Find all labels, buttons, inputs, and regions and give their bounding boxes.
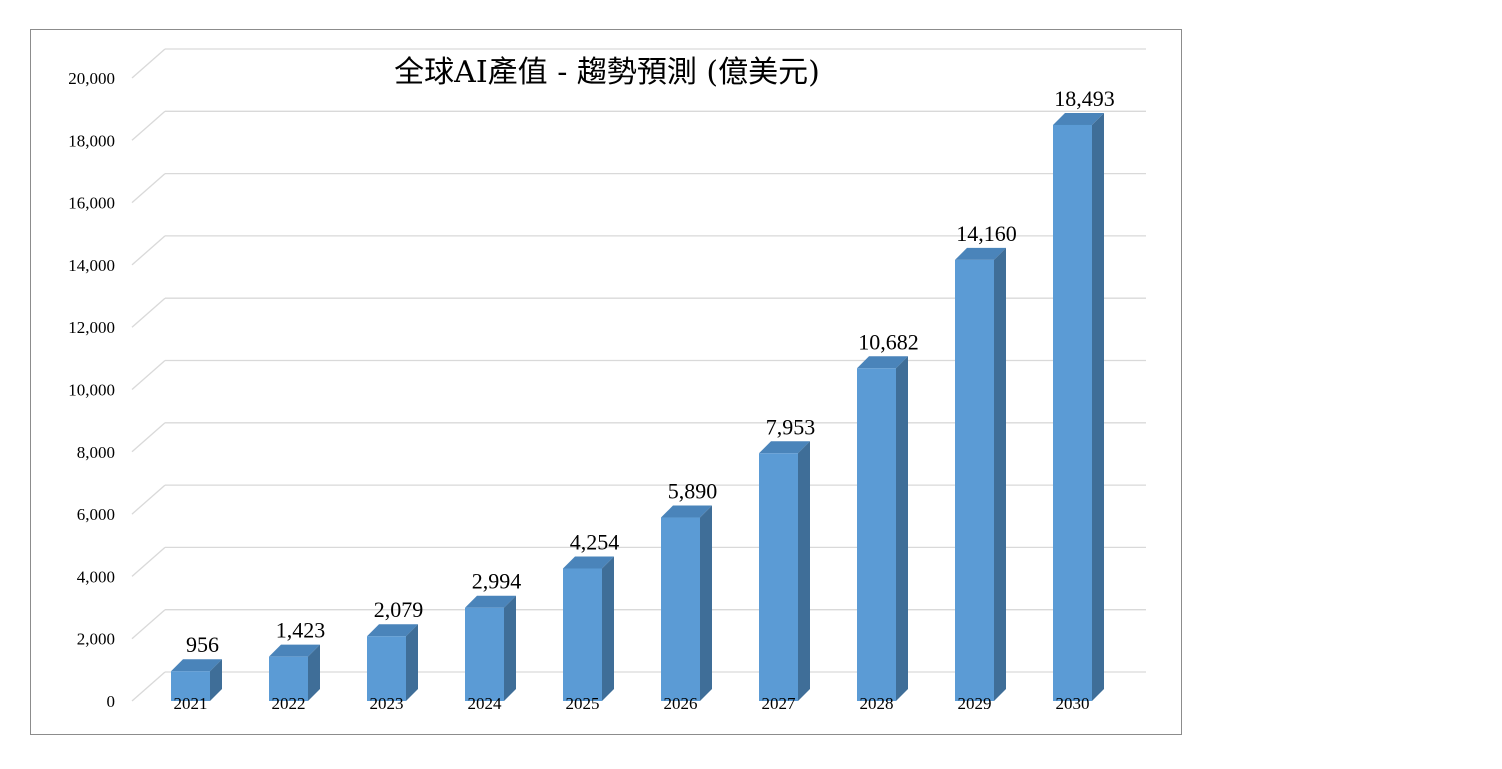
bar — [857, 356, 908, 701]
bar-top — [465, 595, 516, 608]
gridline-depth — [131, 173, 166, 204]
y-tick-label: 0 — [107, 692, 116, 711]
bar — [955, 247, 1006, 701]
gridline-depth — [131, 484, 166, 515]
bar — [563, 556, 614, 701]
bar-front — [955, 259, 994, 701]
data-label: 18,493 — [1054, 86, 1115, 111]
bar-side — [602, 556, 614, 701]
data-label: 7,953 — [766, 414, 816, 439]
x-tick-label: 2027 — [762, 694, 797, 713]
bar-top — [1053, 112, 1104, 125]
bar-side — [896, 356, 908, 701]
y-tick-label: 4,000 — [77, 567, 115, 586]
y-tick-label: 16,000 — [68, 194, 115, 213]
x-tick-label: 2025 — [566, 694, 600, 713]
bar-top — [367, 624, 418, 637]
y-tick-label: 18,000 — [68, 131, 115, 150]
bar-side — [798, 441, 810, 701]
bar — [1053, 112, 1104, 701]
bar-top — [563, 556, 614, 569]
gridline-depth — [131, 422, 166, 453]
gridline-depth — [131, 297, 166, 328]
data-label: 2,079 — [374, 597, 424, 622]
gridline-depth — [131, 235, 166, 266]
x-tick-label: 2021 — [174, 694, 208, 713]
bar-top — [857, 356, 908, 369]
bar-front — [269, 656, 308, 701]
bar — [367, 624, 418, 701]
bar-top — [661, 505, 712, 518]
x-tick-label: 2030 — [1056, 694, 1090, 713]
y-tick-label: 10,000 — [68, 381, 115, 400]
data-label: 14,160 — [956, 221, 1017, 246]
bar-side — [406, 624, 418, 701]
bars — [171, 112, 1104, 701]
bar-front — [857, 368, 896, 701]
bar-front — [1053, 124, 1092, 701]
y-tick-label: 6,000 — [77, 505, 115, 524]
bar-front — [465, 607, 504, 701]
bar-front — [563, 568, 602, 701]
x-tick-label: 2029 — [958, 694, 992, 713]
gridline-depth — [131, 48, 166, 79]
bar-front — [759, 453, 798, 701]
y-tick-label: 8,000 — [77, 443, 115, 462]
y-tick-label: 12,000 — [68, 318, 115, 337]
bar-top — [269, 644, 320, 657]
y-tick-label: 20,000 — [68, 69, 115, 88]
bar — [661, 505, 712, 701]
bar — [171, 659, 222, 701]
bar-front — [367, 636, 406, 701]
bar — [269, 644, 320, 701]
bar-top — [955, 247, 1006, 260]
bar-side — [994, 247, 1006, 701]
bar-side — [308, 644, 320, 701]
bar-side — [1092, 112, 1104, 701]
bar-side — [210, 659, 222, 701]
gridline-depth — [131, 110, 166, 141]
data-label: 1,423 — [276, 618, 326, 643]
bar — [465, 595, 516, 701]
bar-top — [171, 659, 222, 672]
gridline-depth — [131, 671, 166, 702]
bar-top — [759, 441, 810, 454]
x-tick-label: 2023 — [370, 694, 404, 713]
data-label: 5,890 — [668, 479, 718, 504]
gridline-depth — [131, 360, 166, 390]
x-tick-label: 2028 — [860, 694, 894, 713]
bar-side — [504, 595, 516, 701]
x-tick-label: 2024 — [468, 694, 503, 713]
bar-chart: 0 2,000 4,000 6,000 8,000 10,000 12,000 14,000 1… — [68, 48, 1146, 713]
data-label: 10,682 — [858, 329, 919, 354]
labels: 0 2,000 4,000 6,000 8,000 10,000 12,000 14,000 1… — [68, 69, 1115, 713]
bar-front — [661, 517, 700, 701]
data-label: 4,254 — [570, 529, 620, 554]
x-tick-label: 2026 — [664, 694, 698, 713]
chart-title: 全球AI產值 - 趨勢預測 (億美元) — [394, 55, 820, 90]
bar — [759, 441, 810, 701]
chart-frame: 0 2,000 4,000 6,000 8,000 10,000 12,000 14,000 1… — [30, 29, 1182, 735]
bar-side — [700, 505, 712, 701]
gridline-depth — [131, 546, 166, 577]
data-label: 2,994 — [472, 569, 522, 594]
data-label: 956 — [186, 632, 219, 657]
gridline-depth — [131, 609, 166, 640]
bar-front — [171, 671, 210, 701]
y-tick-label: 2,000 — [77, 630, 115, 649]
y-tick-label: 14,000 — [68, 256, 115, 275]
x-tick-label: 2022 — [272, 694, 306, 713]
